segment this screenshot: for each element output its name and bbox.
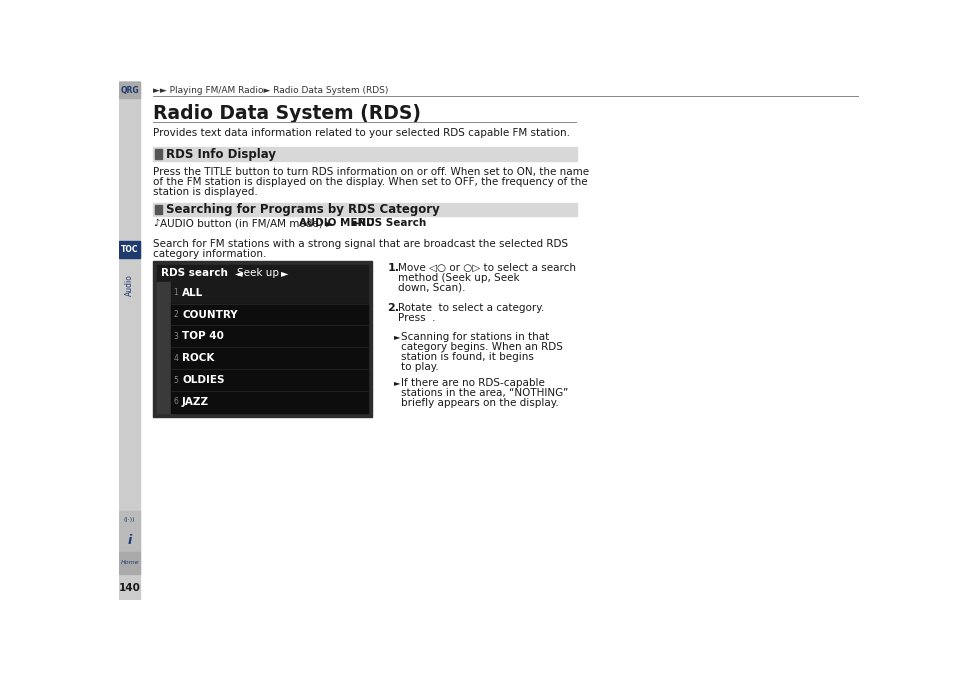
Text: of the FM station is displayed on the display. When set to OFF, the frequency of: of the FM station is displayed on the di… bbox=[153, 177, 587, 187]
Text: Searching for Programs by RDS Category: Searching for Programs by RDS Category bbox=[166, 203, 439, 216]
Text: stations in the area, “NOTHING”: stations in the area, “NOTHING” bbox=[401, 388, 568, 398]
Text: i: i bbox=[128, 534, 132, 547]
Bar bbox=[154, 205, 162, 214]
Bar bbox=[119, 552, 140, 574]
Text: ►► Playing FM/AM Radio► Radio Data System (RDS): ►► Playing FM/AM Radio► Radio Data Syste… bbox=[153, 86, 388, 94]
Text: Press the TITLE button to turn RDS information on or off. When set to ON, the na: Press the TITLE button to turn RDS infor… bbox=[153, 167, 589, 177]
Text: 1.: 1. bbox=[387, 263, 399, 272]
Text: 140: 140 bbox=[119, 582, 140, 592]
Text: Rotate  to select a category.: Rotate to select a category. bbox=[397, 303, 544, 313]
Text: RDS Info Display: RDS Info Display bbox=[166, 148, 275, 160]
Text: 2.: 2. bbox=[387, 303, 399, 313]
Text: station is displayed.: station is displayed. bbox=[153, 187, 258, 197]
Text: ►: ► bbox=[281, 268, 289, 278]
Text: method (Seek up, Seek: method (Seek up, Seek bbox=[397, 272, 519, 282]
Text: Move ◁○ or ○▷ to select a search: Move ◁○ or ○▷ to select a search bbox=[397, 263, 576, 272]
Bar bbox=[154, 150, 162, 158]
Text: 6: 6 bbox=[173, 398, 178, 406]
Text: Home: Home bbox=[120, 560, 139, 565]
Bar bbox=[153, 261, 372, 417]
Text: QRG: QRG bbox=[120, 86, 139, 94]
Bar bbox=[171, 326, 368, 347]
Bar bbox=[171, 282, 368, 304]
Text: TOP 40: TOP 40 bbox=[182, 332, 224, 342]
Bar bbox=[119, 81, 140, 600]
Text: ►: ► bbox=[394, 378, 399, 387]
Text: AUDIO button (in FM/AM mode) ►: AUDIO button (in FM/AM mode) ► bbox=[160, 218, 337, 228]
Text: Press  .: Press . bbox=[397, 313, 436, 323]
Text: COUNTRY: COUNTRY bbox=[182, 309, 237, 319]
Bar bbox=[153, 203, 576, 216]
Text: ROCK: ROCK bbox=[182, 353, 214, 363]
Bar bbox=[119, 510, 140, 530]
Bar bbox=[171, 391, 368, 412]
Text: Scanning for stations in that: Scanning for stations in that bbox=[401, 332, 549, 342]
Text: ALL: ALL bbox=[182, 288, 203, 298]
Bar bbox=[119, 241, 140, 258]
Text: 2: 2 bbox=[173, 310, 178, 319]
Bar bbox=[157, 282, 171, 412]
Text: RDS Search: RDS Search bbox=[357, 218, 426, 228]
Text: TOC: TOC bbox=[121, 245, 138, 254]
Bar bbox=[171, 304, 368, 326]
Text: briefly appears on the display.: briefly appears on the display. bbox=[401, 398, 558, 408]
Text: category begins. When an RDS: category begins. When an RDS bbox=[401, 342, 562, 352]
Text: category information.: category information. bbox=[153, 249, 267, 259]
Text: Provides text data information related to your selected RDS capable FM station.: Provides text data information related t… bbox=[153, 128, 570, 138]
Bar bbox=[171, 347, 368, 369]
Text: ►: ► bbox=[348, 218, 363, 228]
Bar bbox=[157, 265, 368, 282]
Text: 3: 3 bbox=[173, 332, 178, 341]
Text: JAZZ: JAZZ bbox=[182, 397, 209, 407]
Text: down, Scan).: down, Scan). bbox=[397, 282, 465, 293]
Text: 5: 5 bbox=[173, 375, 178, 385]
Text: Radio Data System (RDS): Radio Data System (RDS) bbox=[153, 104, 421, 123]
Text: Search for FM stations with a strong signal that are broadcast the selected RDS: Search for FM stations with a strong sig… bbox=[153, 239, 568, 249]
Text: RDS search: RDS search bbox=[161, 268, 228, 278]
Text: If there are no RDS-capable: If there are no RDS-capable bbox=[401, 378, 545, 388]
Text: Seek up: Seek up bbox=[236, 268, 278, 278]
Text: Audio: Audio bbox=[125, 274, 134, 296]
Text: station is found, it begins: station is found, it begins bbox=[401, 352, 534, 362]
Text: AUDIO MENU: AUDIO MENU bbox=[298, 218, 375, 228]
Bar bbox=[153, 147, 576, 161]
Text: ♪: ♪ bbox=[153, 218, 159, 228]
Text: OLDIES: OLDIES bbox=[182, 375, 224, 385]
Text: ◄: ◄ bbox=[234, 268, 242, 278]
Bar bbox=[119, 82, 140, 98]
Text: 4: 4 bbox=[173, 354, 178, 363]
Bar bbox=[119, 531, 140, 551]
Text: ►: ► bbox=[394, 332, 399, 341]
Text: to play.: to play. bbox=[401, 362, 438, 372]
Text: ((·)): ((·)) bbox=[124, 517, 135, 522]
Text: 1: 1 bbox=[173, 288, 178, 297]
Bar bbox=[171, 369, 368, 391]
